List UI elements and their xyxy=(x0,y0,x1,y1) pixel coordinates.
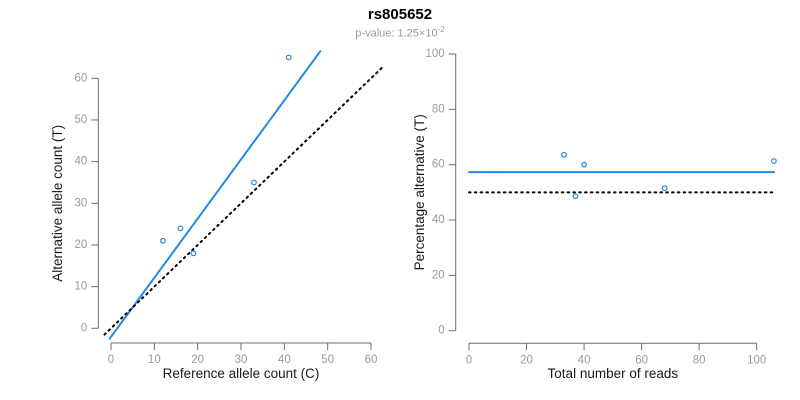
identity-line xyxy=(103,64,385,336)
x-axis-title: Reference allele count (C) xyxy=(163,366,320,381)
y-axis-title: Percentage alternative (T) xyxy=(412,114,427,270)
p-value-text: p-value: 1.25×10 xyxy=(355,27,438,40)
data-point xyxy=(572,193,579,200)
p-value-exponent: -2 xyxy=(437,25,445,34)
y-tick-label: 40 xyxy=(75,156,88,168)
x-tick-label: 60 xyxy=(365,354,378,366)
y-tick-label: 10 xyxy=(75,281,88,293)
y-tick-label: 80 xyxy=(432,103,445,115)
x-tick-label: 40 xyxy=(278,354,291,366)
x-tick-label: 20 xyxy=(191,354,204,366)
data-point xyxy=(251,179,257,186)
x-tick-label: 20 xyxy=(520,354,533,366)
x-tick-label: 100 xyxy=(747,354,766,366)
data-point xyxy=(771,158,777,164)
x-tick-label: 40 xyxy=(578,354,591,366)
x-axis-title: Total number of reads xyxy=(548,366,679,381)
fit-line xyxy=(108,50,322,340)
data-point xyxy=(177,225,184,232)
allele-count-scatter: 0 10 20 30 40 50 60 0 10 20 30 40 50 60 Reference alle… xyxy=(50,50,385,381)
y-tick-label: 100 xyxy=(426,48,445,60)
data-point xyxy=(285,54,292,61)
figure-subtitle: p-value: 1.25×10-2 xyxy=(0,25,800,40)
y-tick-label: 0 xyxy=(438,325,444,337)
x-tick-label: 30 xyxy=(235,354,248,366)
x-tick-label: 0 xyxy=(466,354,472,366)
y-tick-label: 40 xyxy=(432,214,445,226)
y-tick-label: 20 xyxy=(432,269,445,281)
data-point xyxy=(561,151,567,158)
y-tick-label: 30 xyxy=(75,197,88,209)
data-point xyxy=(160,237,166,244)
x-tick-label: 80 xyxy=(693,354,706,366)
x-tick-label: 60 xyxy=(635,354,648,366)
y-axis-title: Alternative allele count (T) xyxy=(50,125,65,282)
y-tick-label: 20 xyxy=(75,239,88,251)
x-tick-label: 0 xyxy=(108,354,114,366)
data-point xyxy=(661,185,668,192)
y-tick-label: 60 xyxy=(75,72,88,84)
y-tick-label: 0 xyxy=(81,322,87,334)
data-point xyxy=(581,161,587,168)
percentage-vs-reads-scatter: 0 20 40 60 80 100 0 20 40 60 80 100 Total number of … xyxy=(412,48,777,381)
y-tick-label: 50 xyxy=(75,114,88,126)
data-point xyxy=(190,250,197,257)
figure-title: rs805652 xyxy=(367,6,433,23)
x-tick-label: 50 xyxy=(321,354,334,366)
y-tick-label: 60 xyxy=(432,159,445,171)
x-tick-label: 10 xyxy=(148,354,161,366)
